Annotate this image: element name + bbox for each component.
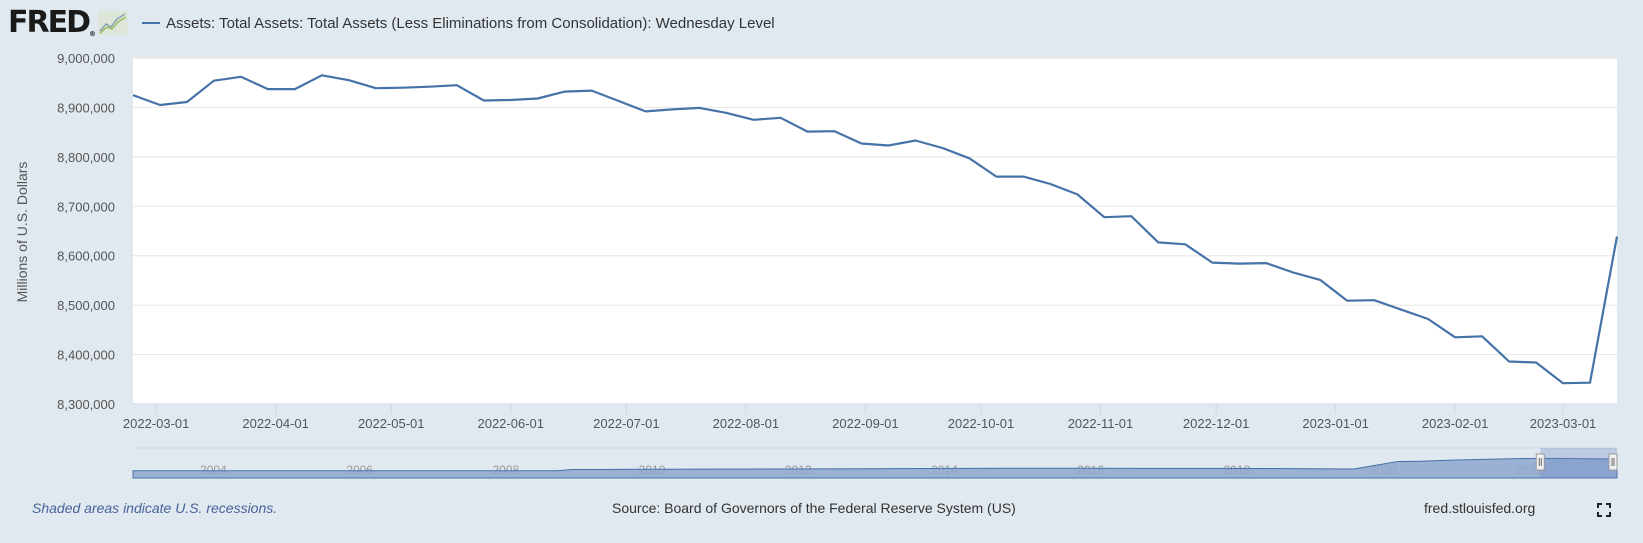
navigator-selection	[1540, 448, 1617, 478]
x-tick-label: 2022-07-01	[593, 416, 660, 431]
y-axis-label: Millions of U.S. Dollars	[14, 162, 30, 303]
x-tick-label: 2022-05-01	[358, 416, 425, 431]
recession-note: Shaded areas indicate U.S. recessions.	[32, 500, 278, 516]
chart-header: FRED® Assets: Total Assets: Total Assets…	[8, 6, 775, 40]
plot-area	[133, 58, 1617, 404]
y-tick-label: 8,700,000	[57, 199, 115, 214]
y-tick-label: 8,900,000	[57, 100, 115, 115]
fred-logo[interactable]: FRED®	[8, 5, 96, 40]
x-tick-label: 2023-02-01	[1422, 416, 1489, 431]
navigator-handle-right[interactable]	[1608, 453, 1618, 471]
y-axis-ticks: 8,300,000 8,400,000 8,500,000 8,600,000 8,70…	[57, 51, 115, 412]
x-tick-label: 2022-12-01	[1183, 416, 1250, 431]
legend-swatch	[142, 22, 160, 24]
x-tick-label: 2023-03-01	[1530, 416, 1597, 431]
logo-text: FRED	[8, 5, 91, 40]
x-tick-label: 2022-03-01	[123, 416, 190, 431]
legend-label: Assets: Total Assets: Total Assets (Less…	[166, 14, 775, 32]
x-tick-label: 2022-10-01	[948, 416, 1015, 431]
fullscreen-icon[interactable]	[1597, 503, 1611, 517]
x-tick-label: 2022-08-01	[713, 416, 780, 431]
navigator-handle-left[interactable]	[1535, 453, 1545, 471]
y-tick-label: 8,800,000	[57, 150, 115, 165]
logo-registered-mark: ®	[89, 30, 96, 38]
navigator-area	[132, 457, 1618, 479]
x-tick-label: 2022-09-01	[832, 416, 899, 431]
source-note: Source: Board of Governors of the Federa…	[612, 500, 1016, 516]
series-group	[132, 74, 1619, 385]
series-legend[interactable]: Assets: Total Assets: Total Assets (Less…	[142, 15, 775, 32]
range-navigator[interactable]: 2004200620082010201220142016201820202022	[132, 447, 1618, 479]
x-tick-label: 2023-01-01	[1302, 416, 1369, 431]
y-axis-label-group: Millions of U.S. Dollars	[14, 162, 30, 303]
y-tick-label: 9,000,000	[57, 51, 115, 66]
x-axis-ticks: 2022-03-01 2022-04-01 2022-05-01 2022-06-01…	[123, 403, 1617, 431]
chart-line-icon	[98, 11, 128, 35]
y-tick-label: 8,300,000	[57, 397, 115, 412]
x-tick-label: 2022-04-01	[242, 416, 309, 431]
y-tick-label: 8,600,000	[57, 249, 115, 264]
y-tick-label: 8,400,000	[57, 348, 115, 363]
x-tick-label: 2022-06-01	[477, 416, 544, 431]
series-line	[132, 74, 1619, 385]
y-tick-label: 8,500,000	[57, 298, 115, 313]
line-chart[interactable]: Millions of U.S. Dollars 8,300,000 8,400,…	[0, 0, 1643, 480]
x-tick-label: 2022-11-01	[1068, 416, 1134, 431]
site-link[interactable]: fred.stlouisfed.org	[1424, 500, 1536, 516]
